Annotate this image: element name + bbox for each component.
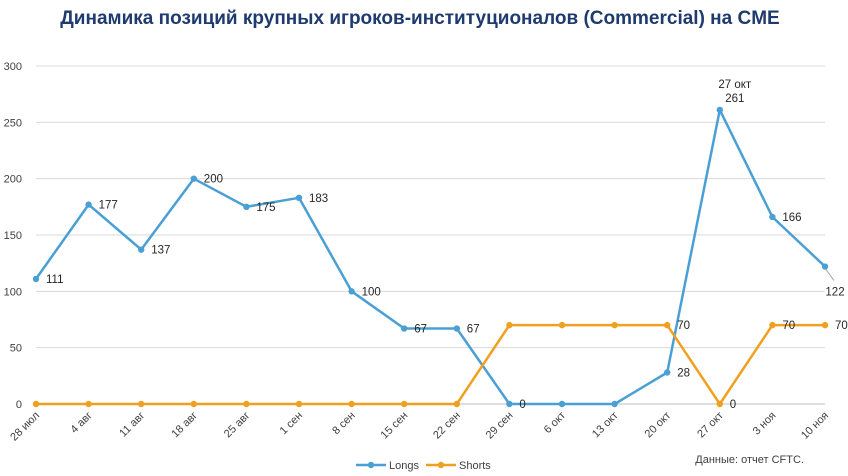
data-label: 100 — [362, 286, 381, 298]
data-point — [453, 400, 460, 408]
data-point — [401, 400, 408, 408]
data-point — [348, 400, 355, 408]
data-point — [716, 400, 723, 408]
label-leader-line — [825, 269, 835, 281]
data-point — [32, 275, 40, 283]
data-label: 70 — [677, 320, 690, 332]
data-label: 183 — [309, 193, 328, 205]
x-tick-label: 15 сен — [379, 410, 411, 442]
y-tick-label: 150 — [4, 230, 22, 242]
data-label: 177 — [99, 200, 118, 212]
x-tick-label: 20 окт — [643, 410, 674, 441]
data-point — [664, 369, 671, 376]
data-label: 0 — [730, 399, 736, 411]
data-point — [348, 288, 355, 295]
x-tick-label: 3 ноя — [751, 410, 779, 438]
data-point — [32, 400, 40, 408]
data-label: 175 — [256, 202, 275, 214]
chart-title: Динамика позиций крупных игроков-институ… — [60, 8, 780, 29]
data-point — [558, 321, 566, 329]
data-label: 111 — [46, 274, 63, 286]
y-tick-label: 250 — [4, 117, 22, 129]
series-line-shorts — [36, 323, 825, 406]
data-point — [769, 321, 776, 329]
x-tick-label: 29 сен — [484, 410, 516, 442]
x-tick-label: 11 авг — [117, 410, 147, 440]
x-tick-label: 6 окт — [542, 410, 568, 436]
data-point — [611, 400, 618, 408]
x-tick-label: 28 июл — [8, 410, 42, 444]
data-label: 122 — [825, 287, 844, 299]
data-label: 67 — [467, 324, 480, 336]
legend-swatch-marker — [367, 461, 375, 469]
series-line-longs — [34, 108, 826, 406]
data-label: 200 — [204, 174, 223, 186]
data-label: 28 — [677, 367, 690, 379]
data-point — [295, 194, 303, 202]
data-label: 27 окт 261 — [718, 79, 752, 105]
y-tick-label: 50 — [10, 343, 22, 355]
data-point — [506, 400, 513, 408]
data-label: 67 — [414, 324, 427, 336]
x-tick-label: 4 авг — [68, 410, 94, 436]
data-label: 166 — [782, 212, 801, 224]
data-point — [243, 400, 250, 408]
data-label: 0 — [519, 399, 525, 411]
x-tick-label: 13 окт — [590, 410, 621, 441]
data-point — [716, 106, 723, 114]
x-tick-label: 1 сен — [278, 410, 305, 437]
x-tick-label: 18 авг — [169, 410, 200, 441]
data-point — [295, 400, 303, 408]
x-tick-label: 8 сен — [330, 410, 357, 437]
data-label: 70 — [835, 320, 848, 332]
data-point — [138, 246, 145, 253]
data-point — [453, 325, 460, 332]
y-tick-label: 200 — [4, 174, 22, 186]
source-note: Данные: отчет CFTC. — [695, 454, 804, 466]
data-point — [611, 321, 618, 329]
data-point — [769, 213, 776, 221]
data-point — [506, 321, 513, 329]
data-point — [664, 321, 671, 329]
x-tick-label: 22 сен — [431, 410, 463, 442]
x-tick-label: 27 окт — [695, 410, 726, 441]
data-point — [85, 400, 92, 408]
data-label: 137 — [151, 245, 170, 257]
data-point — [558, 400, 566, 408]
data-point — [85, 201, 92, 208]
data-point — [190, 175, 197, 182]
x-tick-label: 25 авг — [222, 410, 253, 441]
y-tick-label: 300 — [4, 61, 22, 73]
legend-entry: Longs — [389, 460, 419, 472]
data-label: 70 — [782, 320, 795, 332]
legend-entry: Shorts — [459, 460, 491, 472]
y-tick-label: 100 — [4, 286, 22, 298]
x-tick-label: 10 ноя — [799, 410, 831, 442]
data-point — [821, 321, 829, 329]
data-point — [243, 203, 250, 211]
data-point — [401, 325, 408, 332]
data-point — [190, 400, 197, 408]
data-point — [138, 400, 145, 408]
legend-swatch-marker — [437, 461, 445, 469]
data-point — [821, 263, 829, 270]
y-tick-label: 0 — [16, 399, 22, 411]
